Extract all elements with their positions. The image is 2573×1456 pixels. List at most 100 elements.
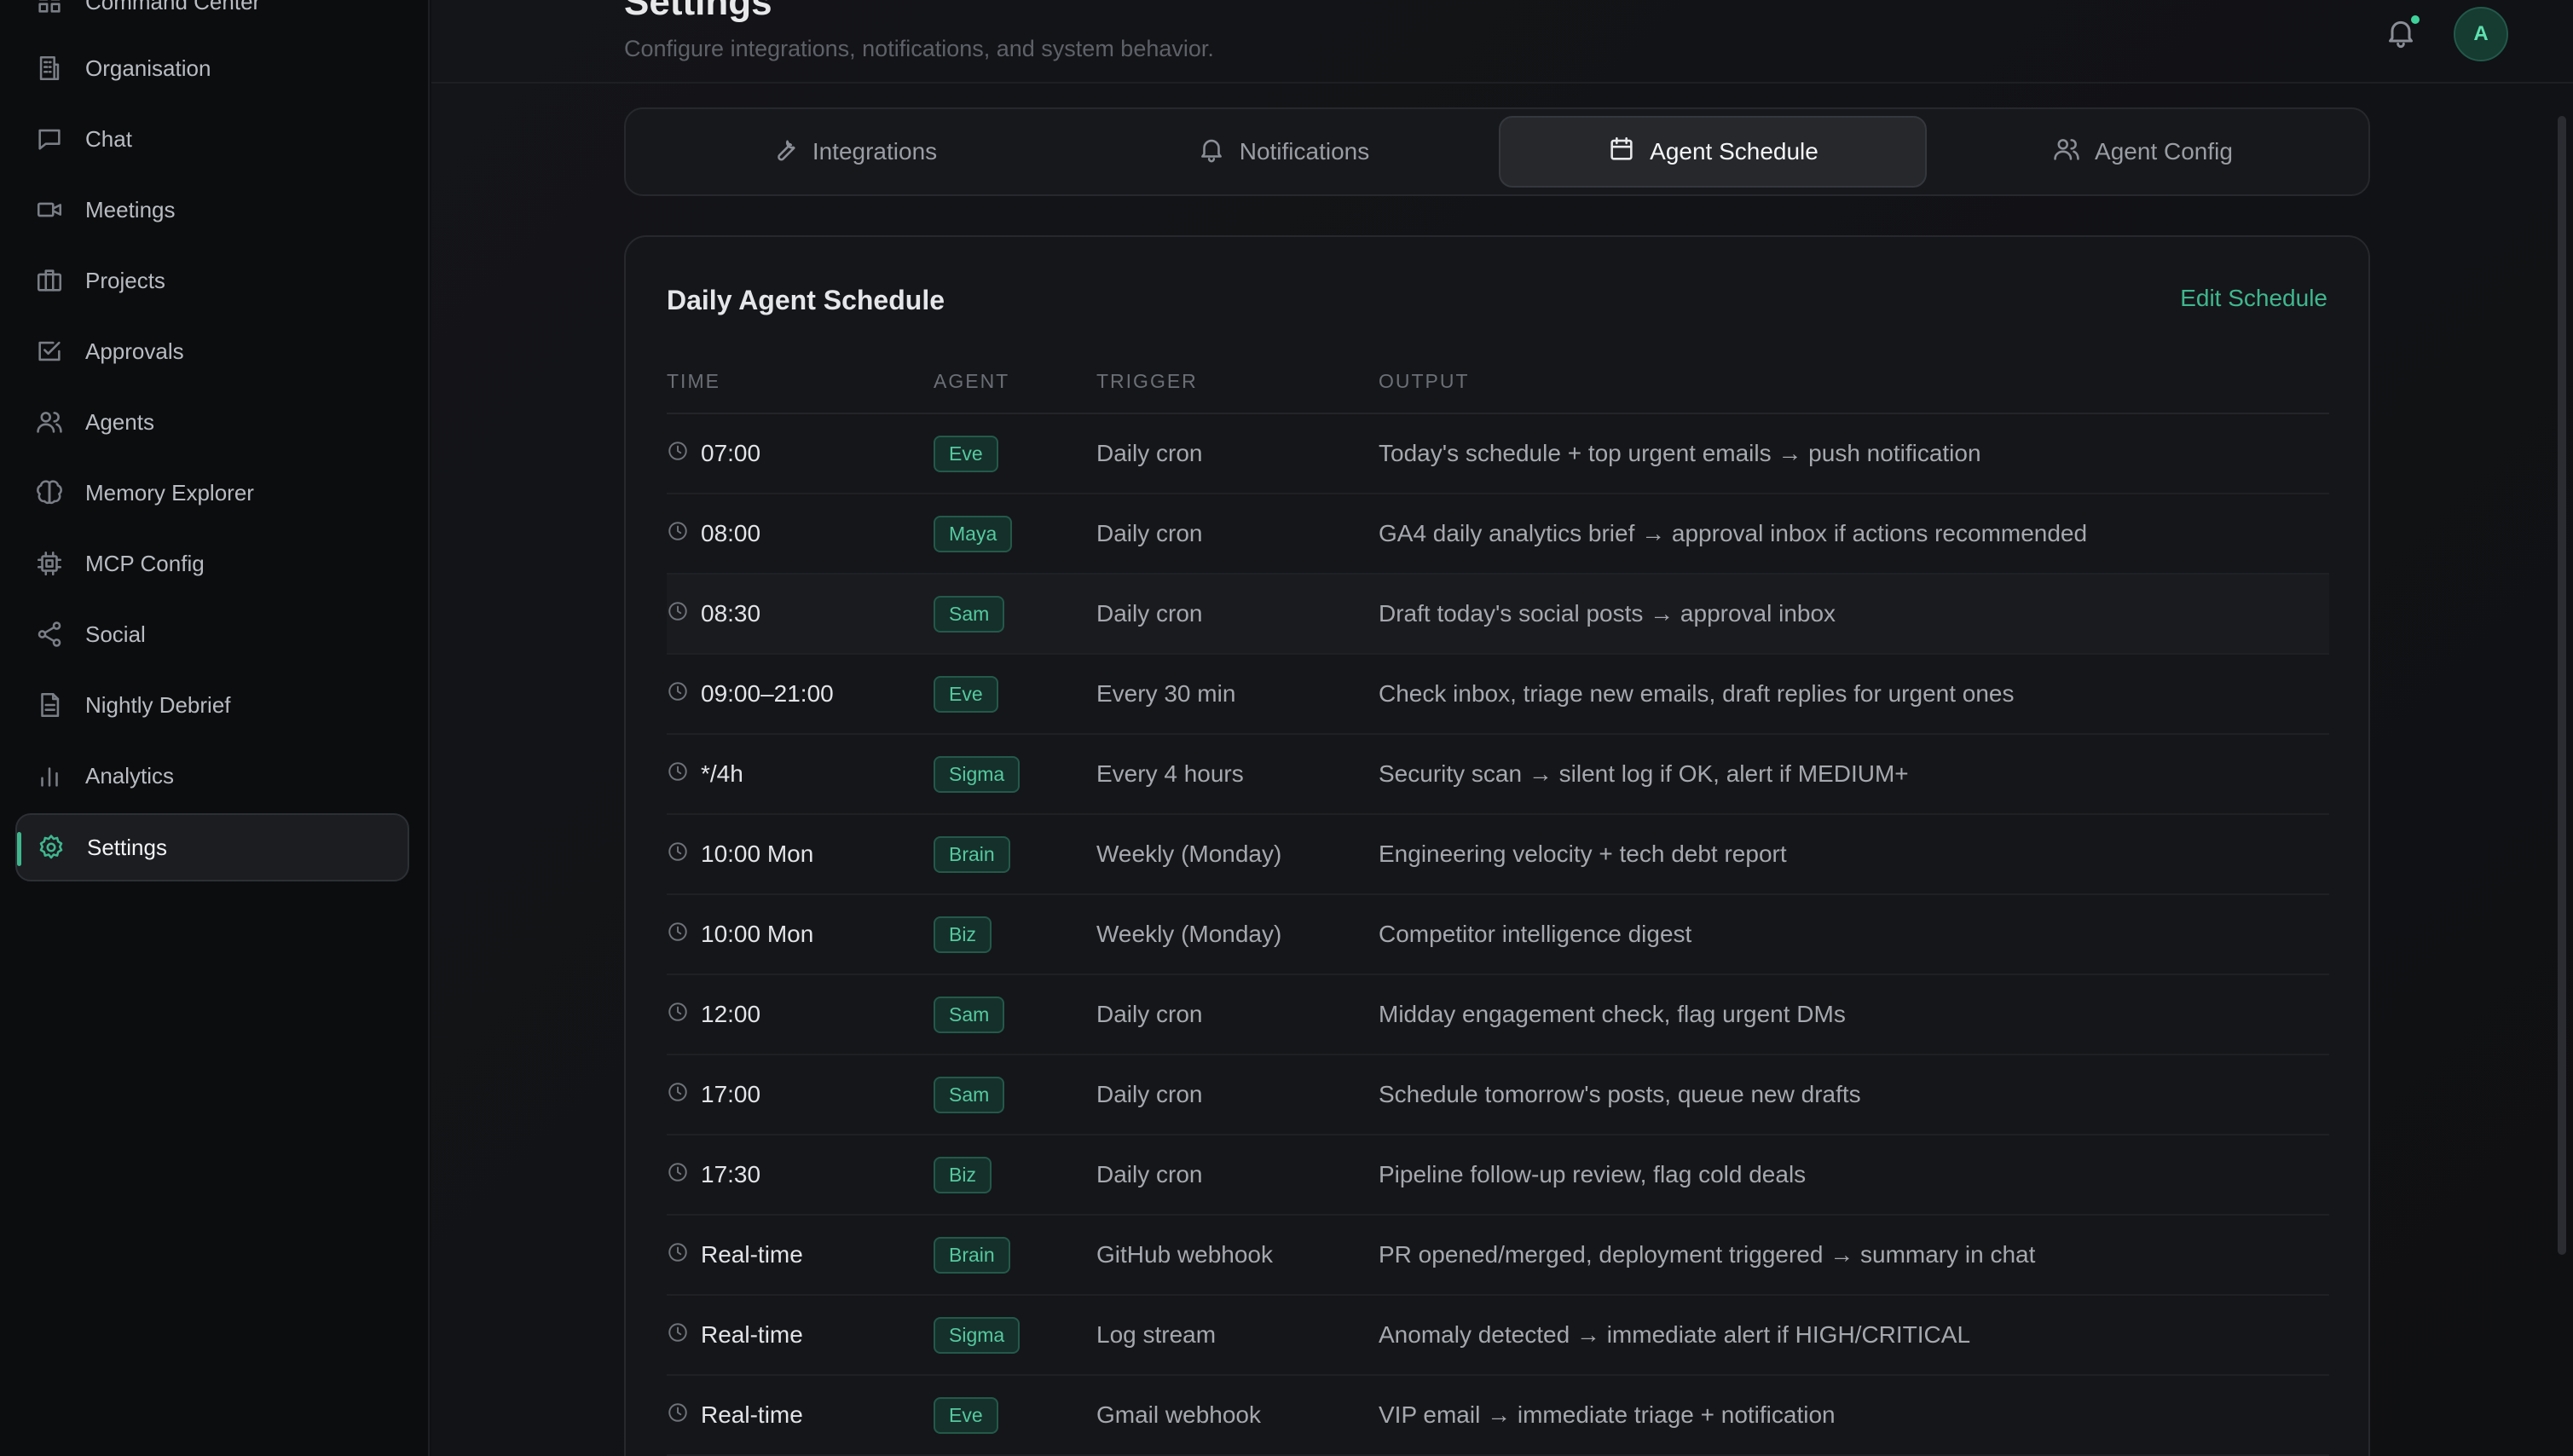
column-header-agent: AGENT — [934, 370, 1010, 392]
time-cell: Real-time — [667, 1216, 803, 1294]
avatar[interactable]: A — [2454, 7, 2508, 61]
table-row[interactable]: 17:00 Sam Daily cron Schedule tomorrow's po… — [667, 1055, 2329, 1135]
sidebar-item-label: Social — [85, 621, 146, 647]
trigger-cell: Daily cron — [1096, 520, 1203, 546]
clock-icon — [667, 841, 701, 869]
agent-cell: Biz — [934, 1135, 992, 1214]
time-cell: */4h — [667, 735, 743, 813]
sidebar-item-analytics[interactable]: Analytics — [15, 742, 409, 810]
agent-badge: Maya — [934, 515, 1013, 552]
output-cell: Midday engagement check, flag urgent DMs — [1379, 1001, 1846, 1027]
brain-icon — [34, 477, 65, 508]
time-cell: 08:30 — [667, 575, 760, 653]
table-row[interactable]: 12:00 Sam Daily cron Midday engagement chec… — [667, 975, 2329, 1055]
gear-icon — [36, 832, 66, 863]
tab-agent-schedule[interactable]: Agent Schedule — [1499, 116, 1927, 188]
sidebar-item-command-center[interactable]: Command Center — [15, 0, 409, 36]
output-cell: Check inbox, triage new emails, draft re… — [1379, 680, 2015, 707]
time-value: 12:00 — [701, 1001, 761, 1027]
trigger-cell: Weekly (Monday) — [1096, 921, 1282, 947]
agent-badge: Biz — [934, 916, 992, 953]
trigger-cell: Every 30 min — [1096, 680, 1236, 707]
tab-agent-config[interactable]: Agent Config — [1928, 116, 2356, 188]
tab-label: Agent Config — [2095, 138, 2233, 165]
table-row[interactable]: Real-time Brain GitHub webhook PR opened/me… — [667, 1216, 2329, 1296]
sidebar-item-memory-explorer[interactable]: Memory Explorer — [15, 459, 409, 527]
sidebar-item-projects[interactable]: Projects — [15, 246, 409, 315]
clock-icon — [667, 440, 701, 468]
building-icon — [34, 53, 65, 84]
sidebar-item-approvals[interactable]: Approvals — [15, 317, 409, 385]
main-content: Settings Configure integrations, notific… — [431, 0, 2573, 1456]
time-cell: Real-time — [667, 1376, 803, 1454]
calendar-icon — [1607, 135, 1650, 170]
table-row[interactable]: */4h Sigma Every 4 hours Security scan → si… — [667, 735, 2329, 815]
schedule-card: Daily Agent Schedule Edit Schedule TIME … — [624, 235, 2370, 1456]
trigger-cell: Gmail webhook — [1096, 1401, 1261, 1428]
sidebar-item-label: Agents — [85, 408, 154, 435]
tab-label: Agent Schedule — [1650, 138, 1818, 165]
time-value: Real-time — [701, 1241, 803, 1268]
trigger-cell: Log stream — [1096, 1321, 1217, 1348]
sidebar-item-settings[interactable]: Settings — [15, 813, 409, 881]
table-row[interactable]: 08:00 Maya Daily cron GA4 daily analytics b… — [667, 494, 2329, 575]
scrollbar[interactable] — [2558, 116, 2566, 1255]
notifications-button[interactable] — [2384, 15, 2420, 51]
time-cell: 10:00 Mon — [667, 895, 813, 974]
agent-cell: Sam — [934, 1055, 1005, 1134]
notification-dot — [2409, 14, 2421, 26]
output-cell: GA4 daily analytics brief → approval inb… — [1379, 520, 2088, 546]
agent-cell: Eve — [934, 1376, 998, 1454]
time-value: 08:30 — [701, 600, 761, 627]
time-cell: 17:00 — [667, 1055, 760, 1134]
sidebar-item-organisation[interactable]: Organisation — [15, 34, 409, 102]
column-header-trigger: TRIGGER — [1096, 370, 1198, 392]
tab-label: Notifications — [1239, 138, 1370, 165]
table-row[interactable]: 10:00 Mon Biz Weekly (Monday) Competitor in… — [667, 895, 2329, 975]
sidebar-item-nightly-debrief[interactable]: Nightly Debrief — [15, 671, 409, 739]
chat-icon — [34, 124, 65, 154]
sidebar-item-mcp-config[interactable]: MCP Config — [15, 529, 409, 598]
table-row[interactable]: Real-time Eve Gmail webhook VIP email → imm… — [667, 1376, 2329, 1456]
time-cell: 08:00 — [667, 494, 760, 573]
table-row[interactable]: 09:00–21:00 Eve Every 30 min Check inbox, t… — [667, 655, 2329, 735]
sidebar-item-meetings[interactable]: Meetings — [15, 176, 409, 244]
time-value: 10:00 Mon — [701, 841, 814, 867]
agent-badge: Eve — [934, 1396, 998, 1434]
edit-schedule-button[interactable]: Edit Schedule — [2180, 285, 2327, 311]
tab-notifications[interactable]: Notifications — [1069, 116, 1497, 188]
trigger-cell: Weekly (Monday) — [1096, 841, 1282, 867]
sidebar-item-label: Analytics — [85, 762, 175, 789]
output-cell: VIP email → immediate triage + notificat… — [1379, 1401, 1836, 1428]
time-value: 08:00 — [701, 520, 761, 546]
agent-cell: Sam — [934, 575, 1005, 653]
table-row[interactable]: 17:30 Biz Daily cron Pipeline follow-up rev… — [667, 1135, 2329, 1216]
tab-integrations[interactable]: Integrations — [639, 116, 1067, 188]
sidebar-item-chat[interactable]: Chat — [15, 105, 409, 173]
table-row[interactable]: 07:00 Eve Daily cron Today's schedule + top… — [667, 414, 2329, 494]
agent-cell: Eve — [934, 655, 998, 733]
sidebar-item-label: Chat — [85, 125, 132, 152]
clock-icon — [667, 921, 701, 949]
clock-icon — [667, 680, 701, 708]
agent-badge: Sam — [934, 996, 1005, 1033]
agent-badge: Eve — [934, 675, 998, 713]
sidebar-item-agents[interactable]: Agents — [15, 388, 409, 456]
time-cell: 17:30 — [667, 1135, 760, 1214]
table-row[interactable]: 10:00 Mon Brain Weekly (Monday) Engineering… — [667, 815, 2329, 895]
agent-badge: Sigma — [934, 755, 1021, 793]
bell-icon — [1197, 135, 1240, 170]
trigger-cell: Daily cron — [1096, 1081, 1203, 1107]
agent-cell: Sam — [934, 975, 1005, 1054]
table-row[interactable]: 08:30 Sam Daily cron Draft today's social p… — [667, 575, 2329, 655]
users-icon — [2052, 135, 2095, 170]
table-row[interactable]: Real-time Sigma Log stream Anomaly detected… — [667, 1296, 2329, 1376]
briefcase-icon — [34, 265, 65, 296]
sidebar-item-social[interactable]: Social — [15, 600, 409, 668]
agent-badge: Sigma — [934, 1316, 1021, 1354]
agent-badge: Brain — [934, 835, 1010, 873]
column-header-time: TIME — [667, 370, 720, 392]
page-subtitle: Configure integrations, notifications, a… — [624, 36, 1214, 61]
grid-icon — [34, 0, 65, 17]
time-cell: Real-time — [667, 1296, 803, 1374]
